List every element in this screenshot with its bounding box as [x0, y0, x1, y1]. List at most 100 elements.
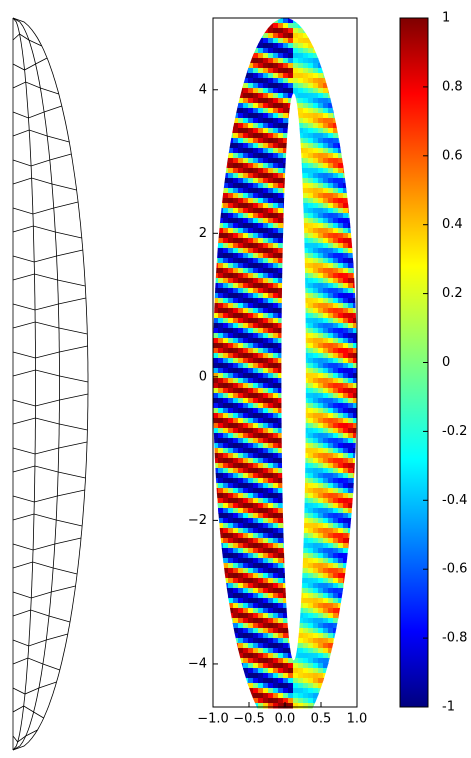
field-cell: [218, 478, 224, 484]
field-cell: [323, 318, 329, 324]
field-cell: [348, 448, 354, 454]
field-cell: [228, 333, 234, 339]
field-cell: [293, 403, 299, 409]
field-cell: [238, 118, 244, 124]
field-cell: [353, 268, 357, 274]
field-cell: [223, 368, 229, 374]
field-cell: [343, 533, 349, 539]
field-cell: [218, 243, 224, 249]
field-cell: [258, 368, 264, 374]
field-cell: [293, 653, 299, 659]
field-cell: [213, 338, 219, 344]
field-cell: [293, 668, 299, 674]
field-cell: [283, 588, 289, 594]
field-cell: [298, 673, 304, 679]
field-cell: [228, 593, 234, 599]
field-cell: [253, 98, 259, 104]
field-cell: [273, 223, 279, 229]
field-cell: [328, 418, 334, 424]
field-cell: [323, 573, 329, 579]
field-cell: [213, 318, 219, 324]
field-cell: [268, 513, 274, 519]
field-cell: [243, 188, 249, 194]
field-cell: [218, 698, 224, 704]
field-cell: [223, 83, 229, 89]
field-cell: [238, 558, 244, 564]
field-cell: [328, 398, 334, 404]
field-cell: [268, 333, 274, 339]
field-cell: [268, 673, 274, 679]
field-cell: [348, 478, 354, 484]
field-cell: [338, 458, 344, 464]
field-cell: [308, 638, 314, 644]
field-cell: [268, 238, 274, 244]
field-cell: [258, 233, 264, 239]
field-cell: [243, 208, 249, 214]
field-cell: [283, 363, 289, 369]
field-cell: [238, 213, 244, 219]
field-cell: [338, 598, 344, 604]
field-cell: [223, 108, 229, 114]
field-cell: [258, 608, 264, 614]
field-cell: [313, 693, 319, 699]
field-cell: [353, 573, 357, 579]
field-cell: [338, 518, 344, 524]
field-cell: [268, 613, 274, 619]
field-cell: [298, 88, 304, 94]
field-cell: [323, 33, 329, 39]
field-cell: [323, 118, 329, 124]
field-cell: [273, 403, 279, 409]
field-cell: [223, 523, 229, 529]
field-cell: [268, 28, 274, 34]
field-cell: [343, 678, 349, 684]
field-cell: [243, 518, 249, 524]
field-cell: [338, 408, 344, 414]
field-cell: [268, 268, 274, 274]
field-cell: [338, 588, 344, 594]
field-cell: [293, 468, 299, 474]
field-cell: [233, 53, 239, 59]
field-cell: [313, 428, 319, 434]
field-cell: [333, 658, 339, 664]
field-cell: [228, 278, 234, 284]
field-cell: [268, 323, 274, 329]
field-cell: [263, 553, 269, 559]
field-cell: [343, 38, 349, 44]
field-cell: [353, 388, 357, 394]
field-cell: [218, 438, 224, 444]
field-cell: [253, 558, 259, 564]
field-cell: [253, 238, 259, 244]
field-cell: [318, 528, 324, 534]
field-cell: [318, 208, 324, 214]
field-cell: [338, 703, 344, 709]
field-cell: [323, 593, 329, 599]
field-cell: [293, 298, 299, 304]
field-cell: [233, 533, 239, 539]
field-cell: [223, 598, 229, 604]
field-cell: [228, 668, 234, 674]
field-cell: [328, 63, 334, 69]
field-cell: [273, 433, 279, 439]
field-cell: [283, 653, 289, 659]
field-cell: [258, 343, 264, 349]
field-cell: [258, 28, 264, 34]
field-cell: [303, 573, 309, 579]
field-cell: [213, 223, 219, 229]
field-cell: [293, 548, 299, 554]
field-cell: [333, 518, 339, 524]
field-cell: [313, 198, 319, 204]
field-cell: [338, 223, 344, 229]
field-cell: [318, 568, 324, 574]
field-cell: [248, 438, 254, 444]
field-cell: [258, 413, 264, 419]
field-cell: [263, 513, 269, 519]
field-cell: [243, 263, 249, 269]
field-cell: [293, 68, 299, 74]
field-cell: [218, 353, 224, 359]
field-cell: [238, 378, 244, 384]
field-cell: [268, 368, 274, 374]
field-cell: [293, 438, 299, 444]
field-cell: [228, 353, 234, 359]
field-cell: [293, 173, 299, 179]
field-cell: [233, 28, 239, 34]
